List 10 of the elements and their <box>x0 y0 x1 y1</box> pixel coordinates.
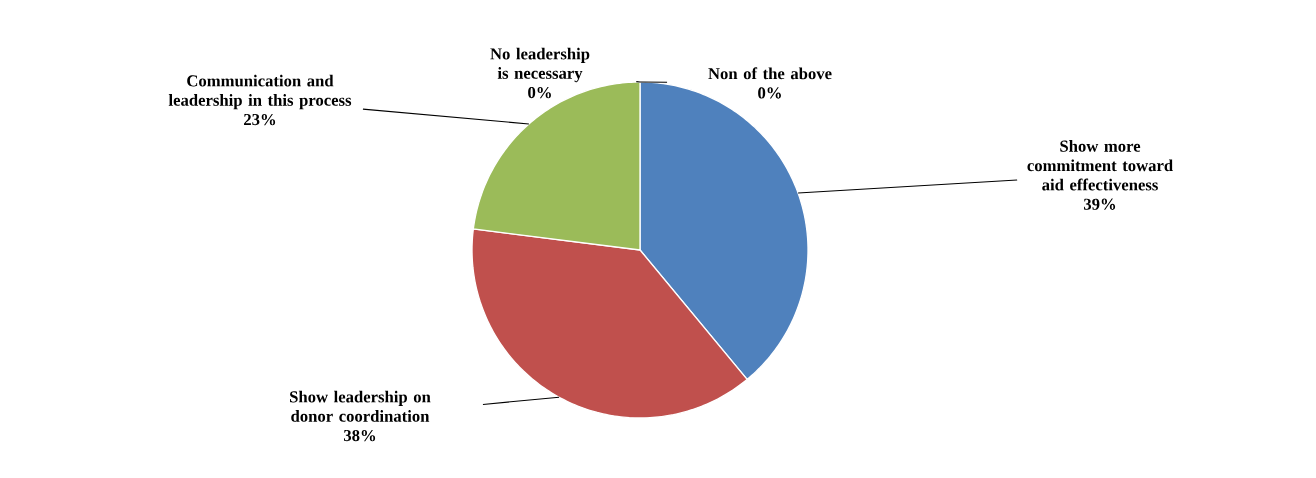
slice-label: Show leadership on donor coordination <box>290 390 431 422</box>
text: 0% <box>528 86 551 99</box>
category-label: Non of the above <box>708 67 832 80</box>
slice-label: Show more commitment toward aid effectiveness <box>1027 140 1173 191</box>
text: 0% <box>758 87 781 99</box>
data-label: 38% <box>343 429 376 442</box>
slice-label: Communication and leadership in this process <box>168 74 352 110</box>
data-label: 39% <box>1083 198 1116 210</box>
category-label: No leadership is necessary <box>490 47 590 83</box>
data-label: 23% <box>244 113 276 126</box>
